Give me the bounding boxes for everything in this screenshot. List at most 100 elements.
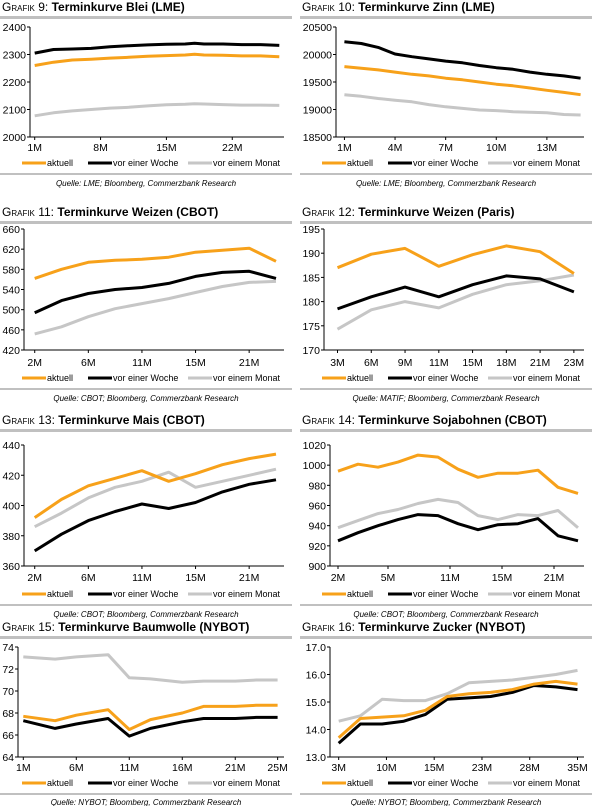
source-note: Quelle: MATIF; Bloomberg, Commerzbank Re… (352, 394, 540, 403)
line-chart: 420 460 500 540 580 620 660 2M 6M 11M 15M 21M aktuel… (0, 221, 292, 403)
series-line-aktuell (23, 703, 278, 731)
chart-title: Grafik 9: Terminkurve Blei (LME) (2, 0, 185, 14)
x-tick-label: 22M (222, 142, 242, 154)
x-tick-label: 11M (132, 357, 152, 369)
y-tick-label: 980 (308, 480, 326, 492)
series-line-vor-einer-woche (337, 684, 578, 745)
x-tick-label: 7M (438, 142, 453, 154)
y-tick-label: 940 (308, 521, 326, 533)
legend-label: aktuell (47, 158, 73, 168)
source-note: Quelle: CBOT; Bloomberg, Commerzbank Res… (53, 610, 239, 619)
y-tick-label: 1000 (303, 460, 327, 472)
y-tick-label: 2000 (3, 132, 27, 144)
legend-label: vor einem Monat (513, 158, 581, 168)
line-chart: 2000 2100 2200 2300 2400 1M 8M 15M 22M aktuell vor… (0, 16, 292, 188)
series-line-vor-einem-monat (23, 653, 278, 684)
y-tick-label: 1020 (303, 440, 327, 452)
x-tick-label: 15M (156, 142, 176, 154)
source-note: Quelle: LME; Bloomberg, Commerzbank Rese… (56, 179, 237, 188)
line-chart: 360 380 400 420 440 2M 6M 11M 15M 21M aktuell vor e… (0, 429, 292, 619)
x-tick-label: 35M (567, 762, 587, 774)
y-tick-label: 2300 (3, 50, 27, 62)
x-tick-label: 11M (119, 762, 139, 774)
y-tick-label: 190 (302, 248, 320, 260)
legend-label: vor einem Monat (513, 589, 581, 599)
y-tick-label: 400 (2, 501, 20, 513)
series-line-aktuell (34, 52, 280, 67)
title-rule (0, 429, 292, 432)
x-tick-label: 21M (225, 762, 245, 774)
chart-number: Grafik 14: (302, 413, 355, 427)
legend-label: vor einem Monat (213, 589, 281, 599)
x-tick-label: 15M (185, 572, 205, 584)
series-line-vor-einer-woche (33, 478, 277, 553)
title-rule (300, 221, 592, 224)
title-rule (0, 16, 292, 19)
y-tick-label: 17.0 (306, 642, 327, 654)
x-tick-label: 6M (81, 357, 96, 369)
x-tick-label: 13M (537, 142, 557, 154)
line-chart: 64 66 68 70 72 74 1M 6M 11M 16M 21M 25M aktuell vor e… (0, 636, 292, 806)
line-chart: 18500 19000 19500 20000 20500 1M 4M 7M 10M 13M akt… (300, 16, 592, 188)
x-tick-label: 2M (27, 357, 42, 369)
y-tick-label: 20000 (303, 50, 332, 62)
legend-label: vor einer Woche (113, 778, 178, 788)
chart-panel: Grafik 12: Terminkurve Weizen (Paris) 170… (300, 205, 600, 413)
y-tick-label: 195 (302, 224, 320, 236)
footer-rule (0, 388, 292, 390)
chart-title: Grafik 12: Terminkurve Weizen (Paris) (302, 205, 515, 219)
x-tick-label: 2M (331, 572, 346, 584)
x-tick-label: 4M (388, 142, 403, 154)
x-tick-label: 21M (239, 357, 259, 369)
series-line-vor-einer-woche (34, 269, 277, 315)
legend-label: vor einer Woche (113, 158, 178, 168)
y-tick-label: 175 (302, 321, 320, 333)
chart-panel: Grafik 9: Terminkurve Blei (LME) 2000 2100… (0, 0, 300, 205)
y-tick-label: 70 (2, 686, 14, 698)
series-line-vor-einer-woche (34, 41, 280, 55)
chart-panel: Grafik 16: Terminkurve Zucker (NYBOT) 13.… (300, 620, 600, 806)
y-tick-label: 380 (2, 531, 20, 543)
y-tick-label: 460 (2, 325, 20, 337)
legend-label: vor einer Woche (413, 589, 478, 599)
footer-rule (300, 604, 592, 606)
x-tick-label: 3M (330, 357, 345, 369)
x-tick-label: 15M (185, 357, 205, 369)
legend-label: vor einem Monat (213, 778, 281, 788)
legend-label: vor einer Woche (413, 778, 478, 788)
source-note: Quelle: CBOT; Bloomberg, Commerzbank Res… (53, 394, 239, 403)
legend-label: vor einer Woche (113, 589, 178, 599)
chart-number: Grafik 9: (2, 0, 49, 14)
x-tick-label: 15M (492, 572, 512, 584)
footer-rule (0, 793, 292, 795)
y-tick-label: 14.0 (306, 725, 327, 737)
series-line-vor-einem-monat (338, 668, 578, 723)
y-tick-label: 19000 (303, 105, 332, 117)
series-line-vor-einem-monat (337, 497, 579, 530)
line-chart: 170 175 180 185 190 195 3M 6M 9M 11M 15M 18M 21M 23M a… (300, 221, 592, 403)
y-tick-label: 500 (2, 305, 20, 317)
x-tick-label: 10M (376, 762, 396, 774)
x-tick-label: 2M (27, 572, 42, 584)
x-tick-label: 1M (27, 142, 42, 154)
x-tick-label: 11M (440, 572, 460, 584)
title-rule (0, 221, 292, 224)
legend-label: vor einem Monat (513, 778, 581, 788)
chart-title-text: Terminkurve Baumwolle (NYBOT) (58, 620, 250, 634)
chart-number: Grafik 15: (2, 620, 55, 634)
chart-number: Grafik 16: (302, 620, 355, 634)
legend-label: aktuell (347, 778, 373, 788)
series-line-aktuell (33, 452, 277, 519)
y-tick-label: 580 (2, 264, 20, 276)
x-tick-label: 15M (462, 357, 482, 369)
series-line-aktuell (336, 244, 575, 275)
series-line-vor-einem-monat (344, 93, 581, 117)
x-tick-label: 6M (364, 357, 379, 369)
series-line-aktuell (344, 65, 581, 97)
y-tick-label: 72 (2, 664, 14, 676)
chart-number: Grafik 12: (302, 205, 355, 219)
legend-label: vor einer Woche (413, 373, 478, 383)
y-tick-label: 16.0 (306, 670, 327, 682)
x-tick-label: 23M (472, 762, 492, 774)
legend-label: vor einer Woche (413, 158, 478, 168)
